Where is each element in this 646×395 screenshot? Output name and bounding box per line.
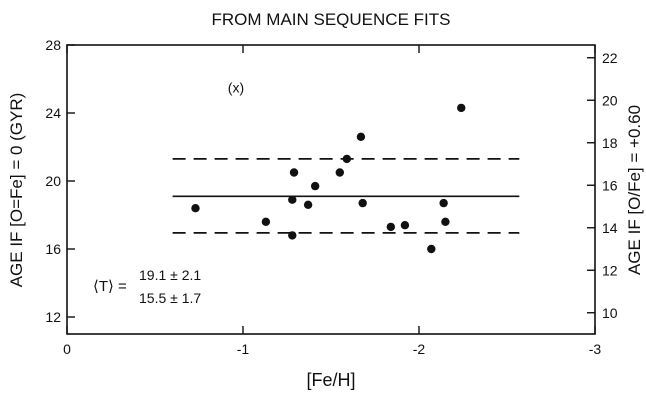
y-tick-label: 28 <box>45 37 61 53</box>
y2-tick-label: 22 <box>602 50 618 66</box>
data-point <box>386 222 396 232</box>
data-point <box>288 195 297 204</box>
y2-axis-ticks: 10 12 14 16 18 20 22 <box>587 50 618 321</box>
data-point <box>191 204 200 213</box>
data-point <box>303 200 313 209</box>
y-axis-label: AGE IF [O=Fe] = 0 (GYR) <box>7 93 26 288</box>
x-axis-label: [Fe/H] <box>306 370 355 390</box>
data-point <box>457 103 466 113</box>
data-point <box>342 154 352 164</box>
x-tick-label: -2 <box>413 341 426 357</box>
y2-tick-label: 14 <box>602 220 618 236</box>
mean-value-1: 19.1 ± 2.1 <box>139 267 201 283</box>
x-tick-label: -1 <box>237 341 250 357</box>
plot-frame <box>66 44 596 335</box>
annotation-x: (x) <box>228 80 244 96</box>
x-tick-label: -3 <box>589 341 602 357</box>
data-point <box>427 244 436 254</box>
mean-label: ⟨T⟩ = <box>93 278 127 295</box>
data-point <box>356 132 366 141</box>
data-point <box>400 221 410 230</box>
y2-tick-label: 12 <box>602 262 618 278</box>
y-tick-label: 16 <box>45 241 61 257</box>
chart-title: FROM MAIN SEQUENCE FITS <box>212 10 451 29</box>
data-point <box>358 198 367 208</box>
y2-tick-label: 16 <box>602 177 618 193</box>
data-point <box>288 231 297 240</box>
y2-tick-label: 20 <box>602 92 618 108</box>
y2-tick-label: 10 <box>602 305 618 321</box>
y2-axis-label: AGE IF [O/Fe] = +0.60 <box>625 105 644 275</box>
y2-tick-label: 18 <box>602 135 618 151</box>
data-point <box>439 198 448 208</box>
y-tick-label: 12 <box>45 309 61 325</box>
y-tick-label: 20 <box>45 173 61 189</box>
y-tick-label: 24 <box>45 105 61 121</box>
x-axis-ticks: 0 -1 -2 -3 <box>63 45 601 357</box>
data-point <box>335 168 344 177</box>
y-axis-ticks: 12 16 20 24 28 <box>45 37 75 325</box>
data-point <box>289 168 299 177</box>
reference-lines <box>172 157 520 234</box>
data-point <box>441 217 450 226</box>
data-points <box>191 103 466 254</box>
x-tick-label: 0 <box>63 341 71 357</box>
data-point <box>310 181 320 191</box>
data-point <box>261 217 271 226</box>
mean-value-2: 15.5 ± 1.7 <box>139 290 201 306</box>
